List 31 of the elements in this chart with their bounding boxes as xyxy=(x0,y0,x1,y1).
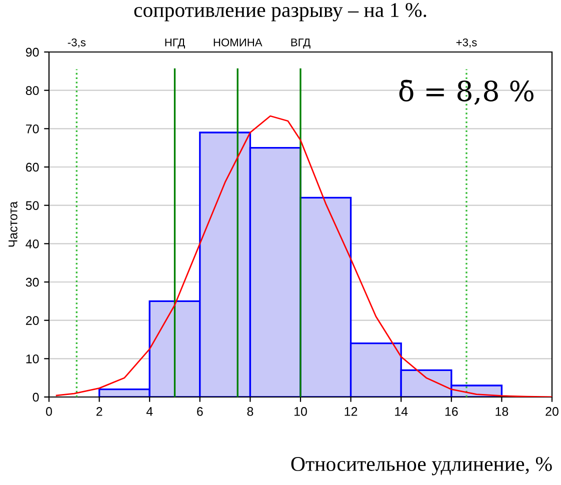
x-tick-label: 14 xyxy=(395,407,408,416)
y-tick-label: 50 xyxy=(26,201,39,210)
y-tick-label: 80 xyxy=(26,86,39,95)
y-tick-label: 30 xyxy=(26,278,39,287)
ref-line-label: НГД xyxy=(165,38,185,48)
y-tick-label: 10 xyxy=(26,354,39,364)
x-tick-label: 18 xyxy=(496,407,508,416)
x-tick-label: 8 xyxy=(247,407,254,416)
x-tick-label: 16 xyxy=(445,407,458,416)
x-tick-label: 20 xyxy=(546,407,558,416)
line-series xyxy=(56,115,552,397)
x-tick-label: 12 xyxy=(344,407,358,416)
y-tick-label: 20 xyxy=(26,316,39,325)
y-tick-label: 40 xyxy=(26,239,39,248)
y-axis-title: Частота xyxy=(8,201,18,247)
y-tick-label: 90 xyxy=(26,48,39,57)
annotation: δ̄ = 8,8 % xyxy=(399,80,534,105)
ref-line-label: +3,s xyxy=(456,38,477,48)
x-axis-title: Относительное удлинение, % xyxy=(291,456,552,476)
ref-line-label: ВГД xyxy=(291,38,310,48)
x-tick-label: 2 xyxy=(96,407,102,416)
x-tick-label: 4 xyxy=(146,407,153,416)
x-tick-label: 10 xyxy=(294,407,307,416)
y-tick-label: 70 xyxy=(26,124,39,134)
x-tick-label: 6 xyxy=(197,407,203,416)
ref-line-label: -3,s xyxy=(68,38,86,48)
x-tick-label: 0 xyxy=(46,407,52,416)
y-tick-label: 60 xyxy=(26,162,39,172)
text: сопротивление разрыву – на 1 %. xyxy=(134,2,426,22)
y-tick-label: 0 xyxy=(32,392,39,402)
ref-line-label: НОМИНА xyxy=(214,38,262,46)
